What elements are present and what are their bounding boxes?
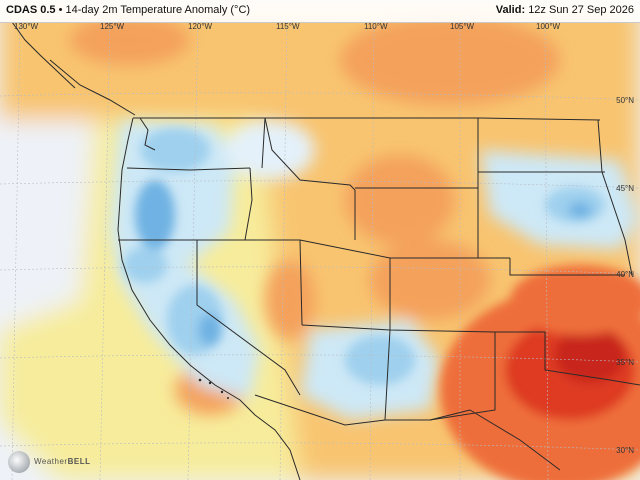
cold-core-oregon — [135, 180, 175, 250]
lon-label: 120°W — [188, 22, 213, 31]
border-az-nm — [384, 329, 391, 421]
warm-patch-ne — [340, 15, 560, 105]
coastline-west — [117, 117, 301, 480]
lat-label: 30°N — [616, 446, 634, 455]
warm-patch-co — [370, 240, 490, 320]
channel-islands — [198, 378, 229, 399]
lon-label: 100°W — [536, 22, 561, 31]
warm-patch-nw — [70, 15, 190, 65]
lon-label: 115°W — [276, 22, 300, 31]
border-ks-ok — [495, 331, 640, 386]
warm-patch-nv — [265, 260, 315, 340]
border-wa-or — [126, 167, 251, 171]
border-nv-ut — [299, 239, 303, 326]
border-id-mt — [264, 117, 356, 191]
globe-icon — [8, 451, 30, 473]
border-canada — [133, 117, 601, 121]
cold-core-nca — [123, 247, 167, 283]
lat-label: 50°N — [616, 96, 634, 105]
cold-core-sierra-strong — [198, 314, 222, 346]
bullet-separator: • — [58, 4, 66, 16]
cold-core-wa — [140, 128, 210, 172]
border-wa-id — [261, 117, 266, 169]
cold-core-az — [345, 335, 415, 385]
lat-label: 35°N — [616, 358, 634, 367]
valid-label: Valid: — [495, 4, 526, 16]
model-name: CDAS 0.5 — [6, 4, 56, 16]
lon-label: 125°W — [100, 22, 125, 31]
header-title: CDAS 0.5 • 14-day 2m Temperature Anomaly… — [6, 4, 250, 16]
border-nm-tx — [429, 332, 496, 421]
coastline-bc — [11, 21, 76, 89]
lat-label: 40°N — [616, 270, 634, 279]
border-mexico — [254, 394, 471, 426]
valid-time-value: 12z Sun 27 Sep 2026 — [528, 4, 634, 16]
border-ne-ks — [509, 258, 625, 276]
lon-label: 105°W — [450, 22, 475, 31]
lon-label: 130°W — [14, 22, 39, 31]
weatherbell-logo: WeatherBELL — [8, 450, 98, 474]
hot-zone-texas-core — [555, 327, 625, 383]
lon-label: 110°W — [364, 22, 388, 31]
lat-label: 45°N — [616, 184, 634, 193]
valid-time: Valid: 12z Sun 27 Sep 2026 — [496, 4, 634, 16]
coastline-vancouver — [49, 59, 136, 116]
border-ca-nv — [196, 240, 301, 396]
graticule — [0, 21, 640, 480]
cold-core-ks-strong — [568, 202, 592, 218]
warm-patch-mt — [345, 155, 455, 245]
border-tx-coast — [469, 409, 561, 471]
map-borders — [11, 21, 640, 480]
hot-zone-ne — [510, 265, 640, 335]
border-mn-ia — [597, 119, 633, 276]
header-bar: CDAS 0.5 • 14-day 2m Temperature Anomaly… — [0, 0, 640, 23]
light-ocean-west — [0, 120, 95, 330]
border-or-id — [244, 167, 253, 241]
logo-wordmark: WeatherBELL — [34, 457, 91, 466]
coastline-puget — [139, 117, 156, 151]
product-name: 14-day 2m Temperature Anomaly (°C) — [65, 4, 251, 16]
cold-zone-idaho — [225, 120, 315, 180]
